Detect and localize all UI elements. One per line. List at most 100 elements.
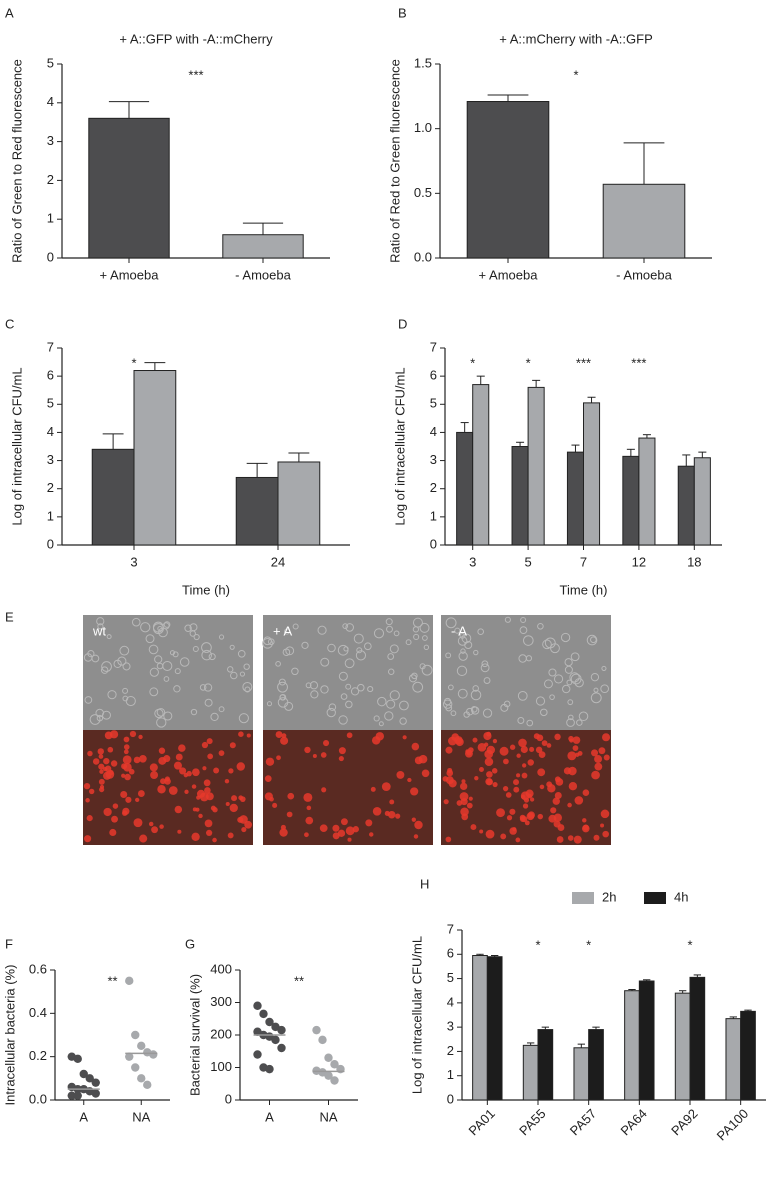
significance: * <box>131 355 136 370</box>
significance: * <box>573 67 578 82</box>
y-tick-label: 3 <box>47 452 54 467</box>
cell <box>454 627 461 634</box>
red-cell <box>477 743 487 752</box>
red-cell <box>304 746 311 754</box>
error-bar <box>532 379 541 388</box>
panel-label: C <box>5 316 14 331</box>
bar <box>88 117 170 259</box>
cell <box>163 676 170 682</box>
cell <box>328 703 337 711</box>
cell <box>208 653 216 661</box>
panel-label: F <box>5 936 13 951</box>
red-cell <box>372 807 382 816</box>
cell <box>343 646 349 652</box>
cell <box>204 698 213 707</box>
bar <box>624 990 640 1101</box>
x-tick-label: - Amoeba <box>235 267 291 282</box>
red-cell <box>513 786 520 793</box>
cell <box>411 672 418 680</box>
cell <box>389 690 400 701</box>
cell <box>384 711 394 721</box>
red-cell <box>212 837 217 843</box>
y-tick-label: 4 <box>430 424 437 439</box>
cell <box>367 685 374 693</box>
bar <box>522 1044 539 1101</box>
red-cell <box>110 760 118 767</box>
chart-title: + A::GFP with -A::mCherry <box>119 31 273 46</box>
cell <box>445 617 457 629</box>
cell <box>101 661 112 672</box>
x-axis-label: Time (h) <box>182 582 230 597</box>
red-cell <box>123 736 130 743</box>
red-cell <box>577 750 583 756</box>
error-bar <box>516 441 525 447</box>
red-cell <box>600 809 610 819</box>
red-cell <box>594 762 603 771</box>
red-cell <box>582 789 590 797</box>
red-cell <box>332 824 340 832</box>
bar <box>133 370 177 546</box>
red-cell <box>107 746 114 753</box>
cell <box>422 635 428 641</box>
x-tick-label: 24 <box>271 554 285 569</box>
dot <box>131 1030 140 1040</box>
red-cell <box>505 792 512 798</box>
dot <box>137 1041 146 1051</box>
cell <box>106 634 112 640</box>
dot <box>330 1076 339 1085</box>
error-bar <box>693 974 702 978</box>
cell <box>122 695 129 702</box>
cell <box>192 646 199 653</box>
red-cell <box>446 769 454 777</box>
cell <box>548 668 557 677</box>
dot <box>143 1080 152 1090</box>
bar <box>622 455 640 546</box>
cell <box>309 681 319 690</box>
red-cell <box>204 819 213 828</box>
red-cell <box>600 823 605 828</box>
cell <box>386 699 396 709</box>
y-tick-label: 300 <box>210 994 232 1009</box>
red-cell <box>210 805 216 811</box>
error-bar <box>577 1043 585 1048</box>
y-tick-label: 0 <box>225 1091 232 1106</box>
cell <box>320 657 330 667</box>
error-bar <box>626 448 635 457</box>
cell <box>456 665 468 677</box>
cell <box>373 715 380 722</box>
y-axis-label: Log of intracellular CFU/mL <box>409 936 424 1094</box>
x-tick-label: + Amoeba <box>479 267 539 282</box>
bar <box>588 1029 604 1101</box>
red-cell <box>135 797 140 803</box>
y-tick-label: 100 <box>210 1059 232 1074</box>
cell <box>458 651 468 661</box>
red-cell <box>123 749 129 755</box>
red-cell <box>286 811 293 818</box>
cell <box>244 686 251 693</box>
cell <box>131 617 141 627</box>
red-cell <box>346 732 353 739</box>
y-tick-label: 5 <box>47 55 54 70</box>
cell <box>156 708 166 717</box>
red-cell <box>218 750 225 756</box>
red-cell <box>225 802 230 807</box>
cell <box>218 634 225 640</box>
x-axis-label: Time (h) <box>560 582 608 597</box>
red-cell <box>375 732 385 741</box>
panel-label: G <box>185 936 195 951</box>
error-bar <box>246 462 268 478</box>
x-tick-label: 18 <box>687 554 701 569</box>
red-cell <box>445 836 452 843</box>
red-cell <box>305 816 314 825</box>
cell <box>504 616 511 623</box>
red-cell <box>338 756 344 762</box>
error-bar <box>571 444 580 453</box>
x-tick-label: PA57 <box>567 1106 599 1138</box>
red-cell <box>554 792 562 800</box>
red-cell <box>407 777 412 783</box>
cell <box>279 693 287 701</box>
bar <box>472 384 490 546</box>
red-cell <box>478 767 484 772</box>
red-cell <box>347 837 352 842</box>
